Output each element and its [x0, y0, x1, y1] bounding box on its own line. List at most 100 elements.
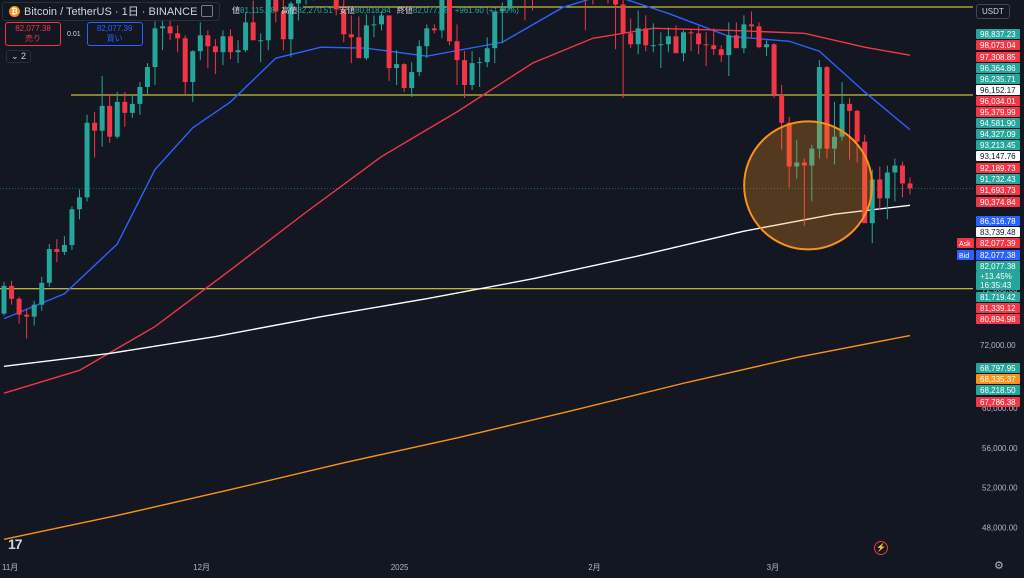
candle-body — [99, 105, 105, 131]
price-label-badge — [976, 40, 1020, 50]
candle-body — [771, 44, 777, 95]
currency-button[interactable]: USDT — [976, 4, 1010, 19]
price-label-text: 67,786.38 — [980, 398, 1016, 407]
price-label-text: 82,077.38 — [980, 251, 1016, 260]
price-label-text: 81,719.42 — [980, 293, 1016, 302]
candle-body — [469, 63, 475, 85]
close-value: 82,077.38 — [412, 6, 449, 15]
candle-body — [371, 24, 377, 26]
candle-body — [54, 249, 60, 253]
price-label-badge — [976, 185, 1020, 195]
candle-body — [779, 94, 785, 123]
candle-body — [703, 44, 709, 46]
price-label-badge — [976, 397, 1020, 407]
candle-body — [333, 0, 339, 10]
open-label: 値 — [232, 6, 240, 15]
price-label-badge — [976, 280, 1020, 290]
low-label: 安値 — [339, 6, 356, 15]
x-tick-label: 2025 — [391, 563, 409, 572]
price-label-badge — [976, 227, 1020, 237]
price-label-text: 72,000.00 — [980, 341, 1016, 350]
candle-body — [726, 35, 732, 56]
price-label-badge — [976, 385, 1020, 395]
price-label-badge — [976, 363, 1020, 373]
buy-button[interactable]: 82,077.39 買い — [86, 22, 143, 46]
candle-body — [416, 46, 422, 73]
x-tick-label: 12月 — [193, 563, 210, 572]
candle-body — [628, 33, 634, 45]
symbol-header[interactable]: ₿ Bitcoin / TetherUS · 1日 · BINANCE — [2, 1, 221, 21]
price-label-text: +13.45% — [980, 272, 1012, 281]
candle-body — [635, 28, 641, 45]
candle-body — [816, 67, 822, 149]
price-label-text: 86,316.78 — [980, 217, 1016, 226]
candle-body — [341, 9, 347, 35]
candle-body — [84, 122, 90, 198]
price-label-text: 93,147.76 — [980, 152, 1016, 161]
candle-body — [228, 36, 233, 53]
price-label-badge — [976, 107, 1020, 117]
candle-body — [273, 0, 279, 12]
candle-body — [77, 197, 82, 210]
price-label-text: 83,739.48 — [980, 228, 1016, 237]
tradingview-logo-icon[interactable]: 17 — [8, 536, 23, 552]
candle-body — [748, 24, 754, 27]
price-label-text: 82,077.39 — [980, 239, 1016, 248]
symbol-selector[interactable]: ₿ Bitcoin / TetherUS · 1日 · BINANCE — [2, 1, 221, 21]
price-label-badge — [976, 374, 1020, 384]
candle-body — [280, 11, 286, 40]
sell-price: 82,077.38 — [15, 24, 51, 33]
candle-body — [801, 162, 807, 166]
candle-body — [39, 282, 45, 305]
symbol-title: Bitcoin / TetherUS · 1日 · BINANCE — [24, 6, 198, 18]
x-tick-label: 2月 — [588, 563, 600, 572]
price-label-text: 80,894.98 — [980, 315, 1016, 324]
candle-body — [665, 36, 671, 45]
candle-body — [839, 103, 845, 137]
y-tick-label: 52,000.00 — [982, 484, 1018, 493]
candle-body — [107, 105, 113, 137]
price-label-text: 82,077.38 — [980, 262, 1016, 271]
candle-body — [114, 101, 120, 137]
candle-body — [212, 46, 218, 53]
price-label-text: 96,034.01 — [980, 97, 1016, 106]
ohlc-readout: 値81,115.78 高値82,270.51 安値80,818.84 終値82,… — [232, 5, 523, 16]
candle-body — [356, 37, 362, 59]
price-label-badge — [976, 292, 1020, 302]
price-label-text: 98,837.23 — [980, 30, 1016, 39]
candle-body — [258, 40, 264, 42]
flash-icon[interactable]: ⚡ — [874, 541, 888, 555]
candle-body — [31, 304, 37, 317]
price-label-text: 98,073.04 — [980, 41, 1016, 50]
bid-label: Bid — [959, 253, 969, 260]
candle-body — [869, 179, 875, 224]
moving-average-line — [3, 27, 911, 394]
price-label-badge — [976, 250, 1020, 260]
price-label-text: 96,235.71 — [980, 75, 1016, 84]
price-label-badge — [976, 96, 1020, 106]
gear-icon[interactable]: ⚙ — [994, 560, 1004, 572]
candle-body — [144, 67, 150, 87]
candle-body — [688, 32, 694, 34]
price-label-text: 94,581.90 — [980, 119, 1016, 128]
candle-body — [122, 101, 128, 113]
price-label-badge — [976, 118, 1020, 128]
candle-body — [492, 11, 498, 49]
open-value: 81,115.78 — [240, 6, 275, 15]
indicators-toggle[interactable]: ⌄ 2 — [6, 50, 32, 63]
candle-body — [205, 35, 211, 47]
change-value: +961.60 (+1.19%) — [454, 6, 519, 15]
candle-body — [61, 245, 67, 253]
candle-body — [718, 49, 724, 56]
high-label: 高値 — [281, 6, 298, 15]
ask-label: Ask — [959, 241, 971, 248]
price-label-badge — [976, 303, 1020, 313]
sell-button[interactable]: 82,077.38 売り — [5, 22, 61, 46]
price-label-badge — [976, 151, 1020, 161]
price-label-badge — [976, 174, 1020, 184]
y-tick-label: 56,000.00 — [982, 444, 1018, 453]
candle-body — [681, 32, 686, 54]
panel-toggle-icon[interactable] — [201, 5, 214, 17]
